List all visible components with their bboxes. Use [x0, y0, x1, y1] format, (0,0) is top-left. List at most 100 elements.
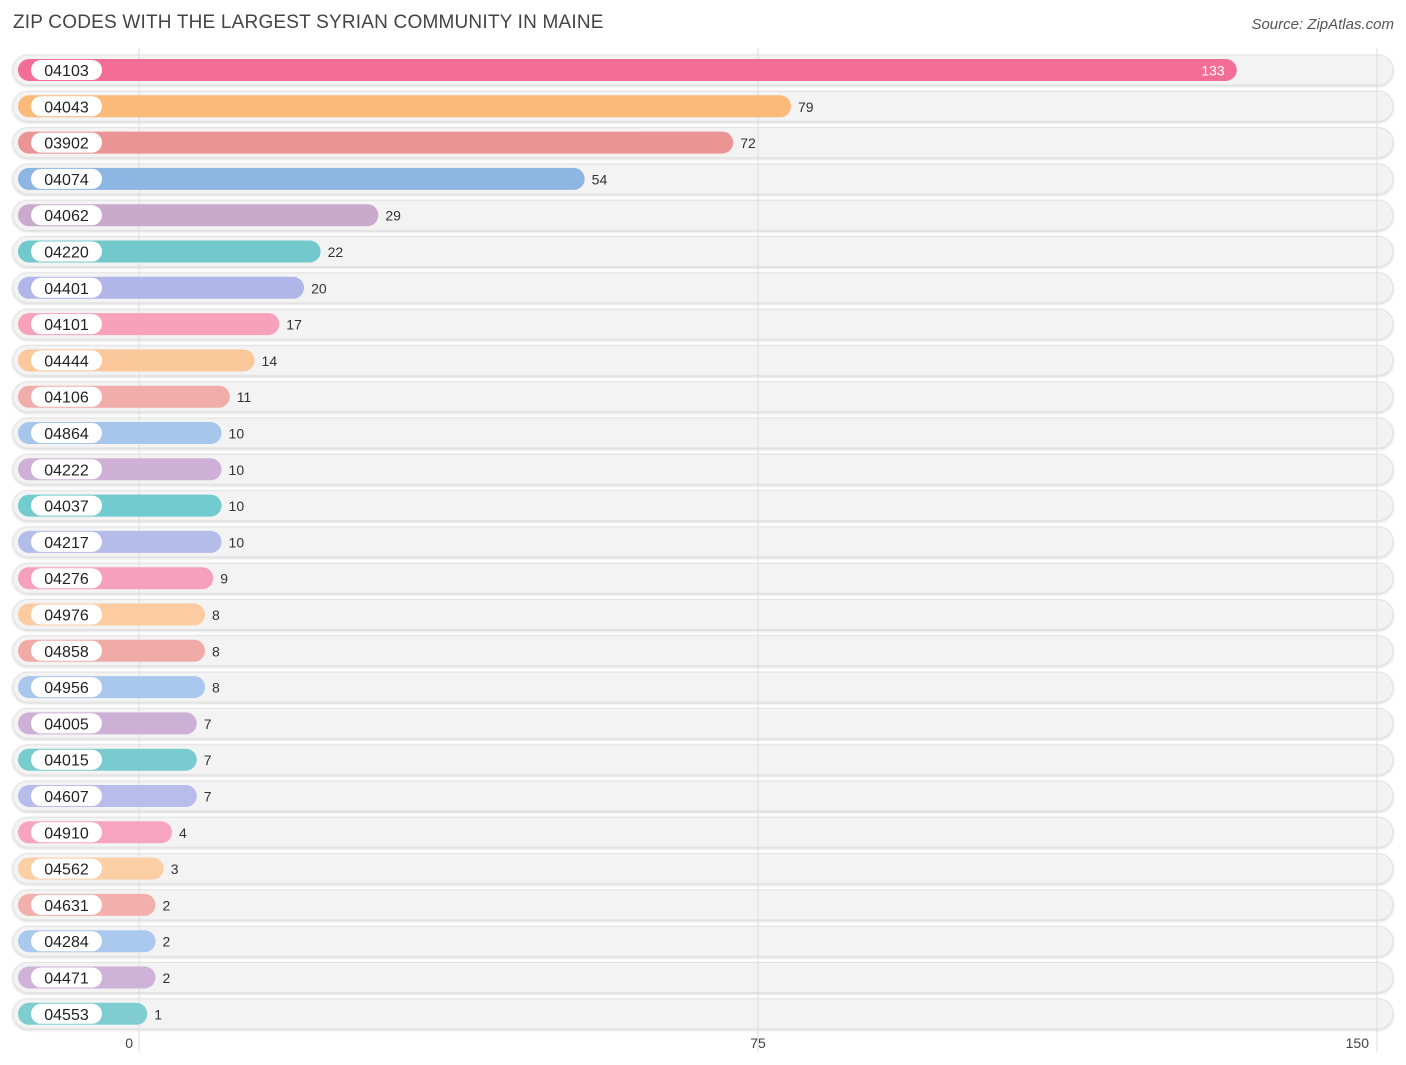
bar	[18, 167, 585, 190]
row-background	[12, 344, 1394, 376]
row-background	[12, 526, 1394, 558]
category-label-pill	[31, 531, 102, 552]
data-label: 4	[179, 825, 187, 841]
chart-title: ZIP CODES WITH THE LARGEST SYRIAN COMMUN…	[13, 12, 604, 33]
data-label: 3	[171, 861, 179, 877]
bar	[18, 131, 734, 154]
category-label: 04976	[44, 608, 89, 625]
data-label: 10	[229, 498, 245, 514]
row-background	[12, 599, 1394, 630]
category-label: 04074	[44, 172, 89, 189]
category-label-pill	[31, 495, 102, 516]
category-label-pill	[31, 604, 102, 625]
category-label-pill	[31, 1003, 102, 1024]
category-label: 04471	[44, 971, 89, 988]
data-label: 133	[1201, 63, 1225, 79]
category-label-pill	[31, 60, 102, 80]
category-label-pill	[31, 822, 102, 843]
data-label: 14	[262, 353, 278, 369]
category-label-pill	[31, 931, 102, 952]
category-label: 04562	[44, 862, 89, 879]
data-label: 2	[163, 934, 171, 950]
category-label-pill	[31, 967, 102, 988]
category-label: 04037	[44, 499, 89, 516]
data-label: 10	[229, 534, 245, 550]
category-label: 04910	[44, 825, 89, 842]
row-background	[12, 417, 1394, 449]
category-label-pill	[31, 168, 102, 189]
row-background	[12, 562, 1394, 594]
x-axis-ticks: 0 75 150	[125, 1035, 1369, 1051]
category-label: 04220	[44, 245, 89, 262]
tick-label: 75	[750, 1035, 766, 1051]
data-label: 22	[328, 244, 344, 260]
category-label: 04956	[44, 680, 89, 697]
data-label: 1	[154, 1006, 162, 1022]
category-label: 04864	[44, 426, 89, 443]
category-label: 04631	[44, 898, 89, 915]
data-label: 7	[204, 752, 212, 768]
data-label: 10	[229, 426, 245, 442]
category-label: 04444	[44, 353, 89, 370]
data-label: 8	[212, 607, 220, 623]
category-label-pill	[31, 640, 102, 661]
category-label: 04062	[44, 208, 89, 225]
data-label: 8	[212, 680, 220, 696]
row-background	[12, 962, 1394, 993]
category-label-pill	[31, 96, 102, 117]
category-label: 04217	[44, 535, 89, 552]
row-background	[12, 744, 1394, 776]
data-label: 8	[212, 643, 220, 659]
category-label-pill	[31, 713, 102, 734]
category-label-pill	[31, 749, 102, 770]
row-background	[12, 490, 1394, 522]
category-label-pill	[31, 894, 102, 915]
row-background	[12, 308, 1394, 340]
category-label-pill	[31, 205, 102, 226]
tick-label: 150	[1346, 1035, 1370, 1051]
category-label: 04106	[44, 390, 89, 407]
data-label: 2	[163, 897, 171, 913]
data-label: 54	[592, 171, 608, 187]
category-label: 04276	[44, 571, 89, 588]
bar	[18, 59, 1237, 81]
category-label: 04005	[44, 716, 89, 733]
category-label-pill	[31, 677, 102, 698]
tick-label: 0	[125, 1035, 133, 1051]
row-background	[12, 998, 1394, 1030]
row-background	[12, 816, 1394, 848]
data-label: 7	[204, 789, 212, 805]
bar	[18, 95, 792, 118]
category-label: 04103	[44, 63, 89, 80]
category-label: 04553	[44, 1007, 89, 1024]
data-label: 17	[286, 317, 302, 333]
data-label: 9	[220, 571, 228, 587]
row-background	[12, 889, 1394, 921]
category-label-pill	[31, 277, 102, 298]
category-label: 04401	[44, 281, 89, 298]
data-label: 20	[311, 280, 327, 296]
data-label: 29	[385, 208, 401, 224]
category-label-pill	[31, 241, 102, 262]
data-label: 11	[237, 389, 252, 405]
category-label-pill	[31, 459, 102, 480]
category-label: 04858	[44, 644, 89, 661]
row-background	[12, 635, 1394, 667]
row-background	[12, 853, 1394, 885]
category-label-pill	[31, 386, 102, 407]
category-label-pill	[31, 858, 102, 879]
row-background	[12, 381, 1394, 413]
category-label-pill	[31, 314, 102, 335]
category-label-pill	[31, 350, 102, 371]
row-background	[12, 671, 1394, 703]
category-label: 04043	[44, 99, 89, 116]
data-label: 72	[740, 135, 756, 151]
row-background	[12, 236, 1394, 267]
category-label: 04607	[44, 789, 89, 806]
source-label: Source: ZipAtlas.com	[1251, 16, 1394, 33]
data-label: 10	[229, 462, 245, 478]
data-label: 2	[163, 970, 171, 986]
category-label-pill	[31, 423, 102, 443]
